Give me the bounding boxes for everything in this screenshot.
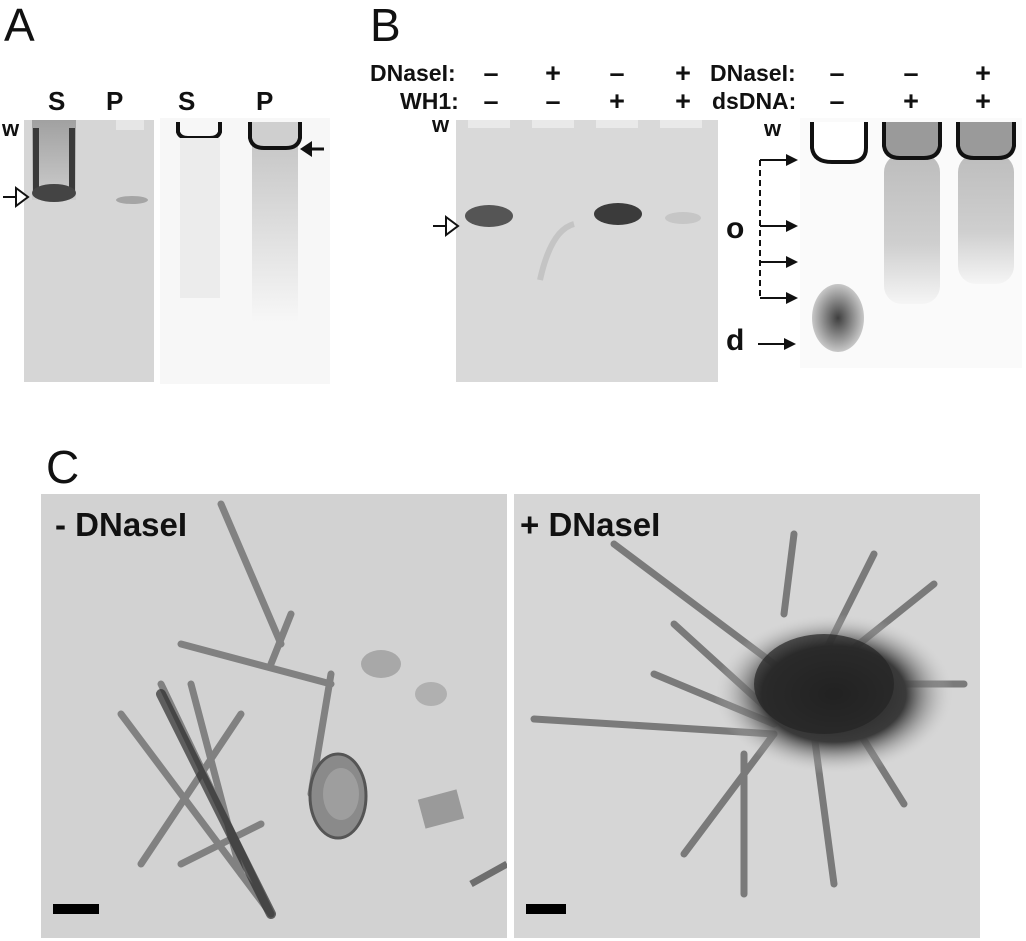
panel-a-lane-3-label: S	[178, 86, 196, 116]
panel-b-left-row2-sign-1: –	[483, 86, 499, 116]
panel-b-right-row2-sign-2: +	[903, 86, 919, 116]
panel-a-dna-gel	[160, 118, 330, 384]
panel-b-left-row1-sign-2: +	[545, 58, 561, 88]
panel-b-right-lane-2-smear	[884, 154, 940, 304]
panel-b-right-row2-sign-3: +	[975, 86, 991, 116]
panel-b-right-row1-sign-2: –	[903, 58, 919, 88]
panel-b-right-lane-3-well	[956, 122, 1016, 160]
open-arrow-icon	[3, 186, 30, 208]
panel-c-em-left-filaments	[41, 494, 507, 938]
panel-a-lane-4-label: P	[256, 86, 274, 116]
panel-c-em-right-filaments	[514, 494, 980, 938]
panel-c-left-label: - DNaseI	[55, 506, 188, 543]
panel-c-right-label: + DNaseI	[520, 506, 661, 543]
panel-b-marker-arrows	[759, 154, 798, 304]
panel-b-left-row1-sign-3: –	[609, 58, 625, 88]
panel-b-letter: B	[370, 0, 401, 51]
panel-b-left-row2-sign-4: +	[675, 86, 691, 116]
arrow-right-icon	[758, 338, 796, 350]
panel-b-left-row2-sign-3: +	[609, 86, 625, 116]
panel-b-lane-2-smear	[537, 221, 576, 281]
panel-a-lane-p-well	[116, 120, 144, 130]
panel-b-right-row1-sign-3: +	[975, 58, 991, 88]
panel-a-lane-s-band	[32, 184, 76, 202]
panel-a-well-marker: w	[2, 116, 20, 141]
panel-a-letter: A	[4, 0, 35, 51]
panel-b-right-lane-3-smear	[958, 154, 1014, 284]
panel-b-right-well-marker: w	[764, 116, 782, 141]
panel-b-marker-o: o	[726, 212, 745, 245]
panel-a-dna-lane-s-smear	[180, 138, 220, 298]
panel-b-right-row1-sign-1: –	[829, 58, 845, 88]
panel-a-protein-gel-bands	[32, 120, 148, 204]
panel-b-left-row2-sign-2: –	[545, 86, 561, 116]
panel-b-right-lane-1-well	[810, 122, 868, 164]
panel-a-lane-1-label: S	[48, 86, 66, 116]
filled-arrow-left-icon	[300, 141, 324, 157]
panel-a-dna-lane-s-well	[176, 122, 222, 140]
panel-a-protein-gel	[24, 120, 154, 382]
panel-a-dna-lane-p-well	[248, 122, 302, 150]
panel-b-right-lane-2-well	[882, 122, 942, 160]
panel-b-left-row1-sign-4: +	[675, 58, 691, 88]
panel-c-em-image-minus-dnase: - DNaseI	[41, 494, 507, 938]
panel-a-lane-2-label: P	[106, 86, 124, 116]
panel-b-left-row1-label: DNaseI:	[370, 60, 456, 86]
panel-b-left-gel-bands	[465, 120, 702, 281]
panel-a-dna-gel-bands	[176, 122, 302, 322]
panel-b-marker-d: d	[726, 324, 745, 357]
arrow-right-icon	[786, 154, 798, 166]
panel-b-right-gel	[800, 118, 1022, 368]
panel-a-lane-p-band	[116, 196, 148, 204]
panel-c-left-scalebar	[53, 904, 99, 914]
arrow-right-icon	[786, 256, 798, 268]
panel-b-left-gel	[456, 120, 718, 382]
panel-a-dna-lane-p-smear	[252, 132, 298, 322]
panel-b-left-well-marker: w	[432, 112, 450, 137]
panel-b-right-row2-sign-1: –	[829, 86, 845, 116]
arrow-right-icon	[786, 220, 798, 232]
panel-b-left-row1-sign-1: –	[483, 58, 499, 88]
panel-b-right-row1-label: DNaseI:	[710, 60, 796, 86]
panel-b-right-lane-1-dna	[812, 284, 864, 352]
panel-b-right-row2-label: dsDNA:	[712, 88, 797, 114]
panel-b-right-gel-bands	[810, 122, 1016, 352]
panel-b-lane-1-band	[465, 205, 513, 227]
panel-b-left-row2-label: WH1:	[400, 88, 459, 114]
panel-c-right-scalebar	[526, 904, 566, 914]
panel-b-lane-4-band	[665, 212, 701, 224]
panel-c-em-image-plus-dnase: + DNaseI	[514, 494, 980, 938]
panel-c-letter: C	[46, 441, 80, 493]
panel-b-lane-3-band	[594, 203, 642, 225]
arrow-right-icon	[786, 292, 798, 304]
open-arrow-icon	[433, 215, 460, 237]
